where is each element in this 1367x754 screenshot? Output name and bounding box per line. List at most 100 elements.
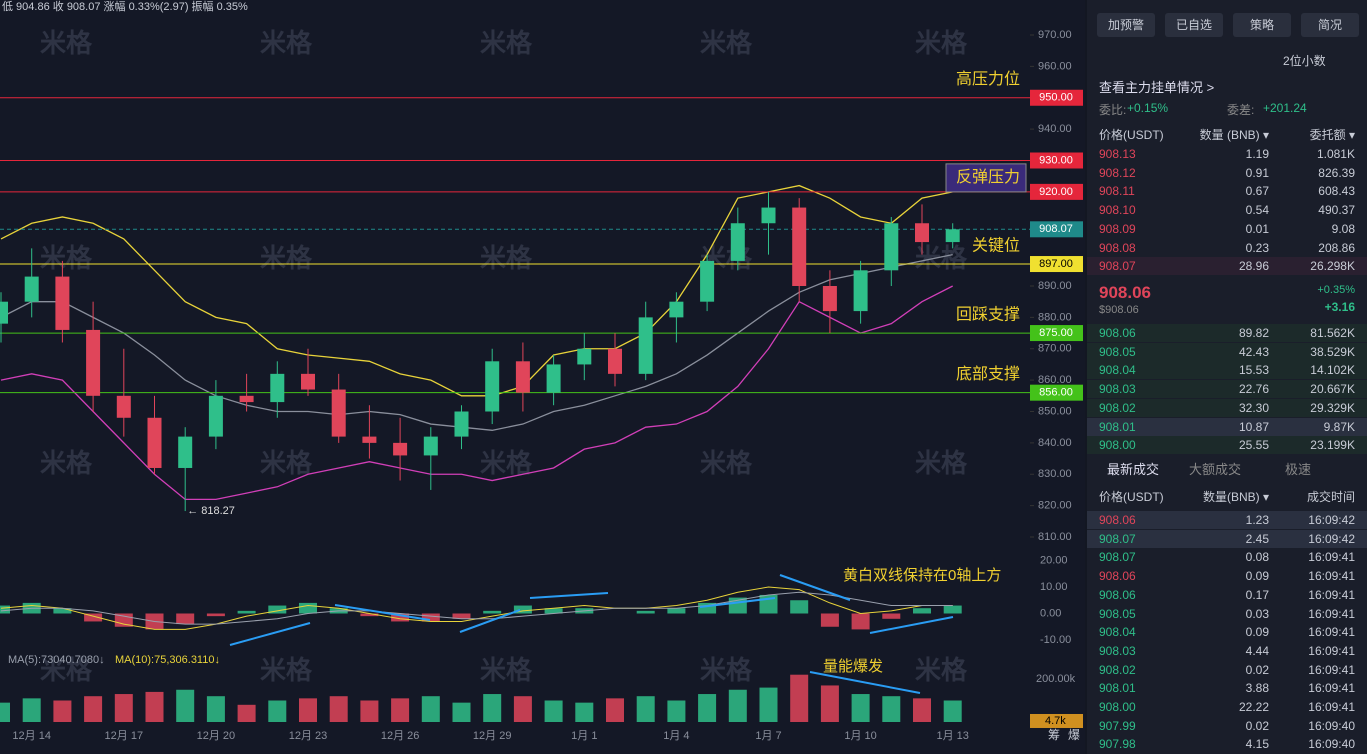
- arrow: [229, 622, 311, 646]
- candle-body: [208, 395, 223, 437]
- cell: 23.199K: [1310, 438, 1355, 453]
- x-tick-label: 12月 17: [105, 730, 144, 742]
- panel-button[interactable]: 简况: [1301, 13, 1359, 37]
- cell: 908.01: [1099, 681, 1136, 696]
- ask-row: 908.09 0.01 9.08: [1087, 220, 1367, 238]
- macd-bar: [851, 613, 870, 630]
- band-line: [0, 285, 953, 500]
- volume-bar: [53, 700, 72, 722]
- macd-bar: [667, 608, 686, 614]
- cell: 16:09:41: [1308, 550, 1355, 565]
- panel-button[interactable]: 已自选: [1165, 13, 1223, 37]
- cell: 208.86: [1318, 240, 1355, 255]
- cell: 16:09:41: [1308, 681, 1355, 696]
- macd-bar: [268, 605, 287, 614]
- cell: 0.02: [1245, 662, 1269, 677]
- macd-bar: [391, 613, 410, 622]
- ask-row: 908.08 0.23 208.86: [1087, 239, 1367, 257]
- volume-bar: [145, 691, 164, 722]
- cell: 908.10: [1099, 203, 1136, 218]
- volume-bar: [114, 694, 133, 722]
- level-label: 920.00: [1039, 186, 1073, 198]
- level-label: 950.00: [1039, 92, 1073, 104]
- arrow: [529, 592, 609, 599]
- low-label: ← 818.27: [187, 505, 235, 517]
- macd-bar: [53, 608, 72, 614]
- candle-body: [884, 223, 899, 271]
- cell: 1.19: [1245, 147, 1269, 161]
- y-tick-label: 860.00: [1038, 374, 1072, 386]
- candle-body: [761, 207, 776, 224]
- panel-button[interactable]: 策略: [1233, 13, 1291, 37]
- macd-bar: [84, 613, 103, 622]
- cell: 908.12: [1099, 165, 1136, 180]
- cell: 908.06: [1099, 326, 1136, 340]
- watermark: 米格: [700, 655, 753, 685]
- level-label: 930.00: [1039, 154, 1073, 166]
- watermark: 米格: [915, 243, 968, 273]
- candle-body: [393, 442, 408, 456]
- cell: 14.102K: [1310, 363, 1355, 378]
- level-tag: [1030, 325, 1083, 342]
- cell: 0.01: [1245, 221, 1269, 236]
- watermark: 米格: [480, 448, 533, 478]
- tab[interactable]: 最新成交: [1107, 462, 1160, 477]
- y-tick-label: 820.00: [1038, 500, 1072, 512]
- cell: 908.04: [1099, 363, 1136, 378]
- cell: 16:09:41: [1308, 643, 1355, 658]
- watermark: 米格: [480, 655, 533, 685]
- candle-body: [301, 373, 315, 390]
- macd-bar: [513, 605, 532, 614]
- volume-annotation: 量能爆发: [823, 658, 883, 675]
- watermark: 米格: [40, 243, 93, 273]
- level-annotation: 底部支撑: [956, 365, 1020, 383]
- candle-body: [0, 301, 8, 324]
- cell: 22.22: [1238, 700, 1269, 714]
- mid-pct: +0.35%: [1317, 284, 1355, 296]
- cell: 9.08: [1331, 221, 1355, 236]
- cell: 908.03: [1099, 382, 1136, 397]
- panel-button[interactable]: 加预警: [1097, 13, 1155, 37]
- candle-body: [853, 270, 868, 312]
- cell: 908.00: [1099, 700, 1136, 714]
- candle-body: [24, 276, 39, 302]
- x-tick-label: 12月 14: [12, 730, 51, 742]
- bid-row: 908.02 32.30 29.329K: [1087, 398, 1367, 417]
- volume-bar: [421, 696, 440, 722]
- cell: 15.53: [1238, 363, 1269, 378]
- cell: 委托额 ▾: [1309, 128, 1355, 142]
- candle-body: [55, 276, 70, 330]
- level-tag: [1030, 384, 1083, 401]
- level-tag: [1030, 256, 1083, 273]
- x-tick-label: 1月 10: [844, 730, 876, 742]
- y-tick-label: 850.00: [1038, 405, 1072, 417]
- macd-bar: [237, 610, 256, 614]
- chart-bg: [0, 0, 1085, 754]
- level-label: 908.07: [1039, 223, 1073, 235]
- bid-row: 908.05 42.43 38.529K: [1087, 342, 1367, 361]
- tab[interactable]: 极速: [1285, 462, 1312, 477]
- x-tick-label: 1月 1: [571, 730, 597, 742]
- cell: 价格(USDT): [1099, 490, 1164, 504]
- volume-bar: [360, 700, 379, 722]
- corner-icon: 筹: [1048, 728, 1060, 742]
- candle-body: [577, 348, 592, 365]
- level-label: 856.00: [1039, 387, 1073, 399]
- macd-tick-label: 0.00: [1040, 607, 1061, 619]
- cell: 9.87K: [1323, 419, 1355, 434]
- macd-bar: [421, 613, 440, 622]
- volume-bar: [452, 702, 471, 722]
- volume-bar: [483, 694, 502, 722]
- macd-bar: [360, 613, 379, 617]
- ratio-label: 委比:: [1099, 103, 1127, 117]
- candle-body: [270, 373, 285, 403]
- macd-bar: [882, 613, 901, 619]
- ask-row: 908.13 1.19 1.081K: [1087, 145, 1367, 163]
- band-line: [0, 253, 953, 431]
- watermark: 米格: [915, 655, 968, 685]
- cell: 38.529K: [1310, 344, 1355, 359]
- watermark: 米格: [480, 243, 533, 273]
- cell: 29.329K: [1310, 400, 1355, 415]
- tab[interactable]: 大额成交: [1189, 462, 1242, 477]
